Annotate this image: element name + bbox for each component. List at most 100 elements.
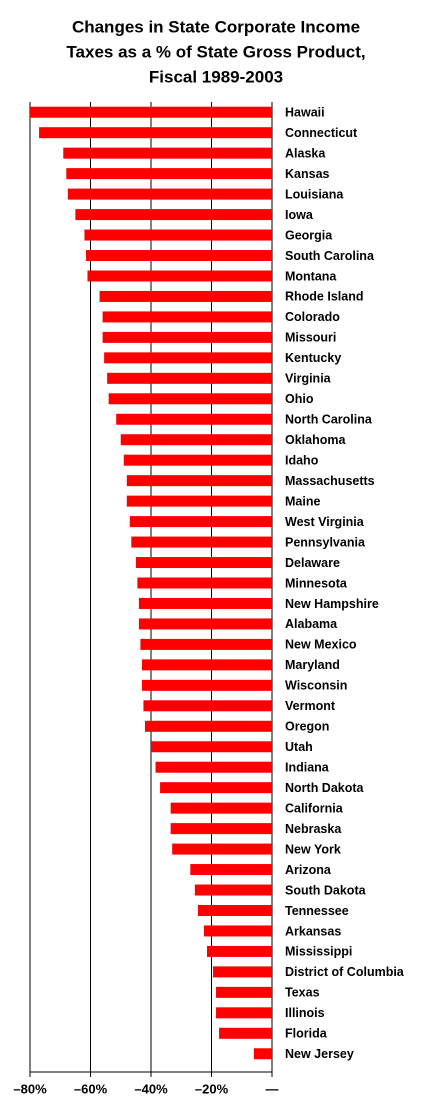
y-tick-label: Maine xyxy=(285,494,320,508)
bar xyxy=(102,311,272,323)
y-tick-label: Georgia xyxy=(285,228,333,242)
y-tick-label: North Carolina xyxy=(285,413,373,427)
y-tick-label: Ohio xyxy=(285,392,314,406)
y-tick-label: Minnesota xyxy=(285,576,348,590)
y-tick-label: West Virginia xyxy=(285,515,365,529)
bar xyxy=(170,802,272,814)
y-tick-label: Connecticut xyxy=(285,126,358,140)
bar xyxy=(126,475,272,487)
bar xyxy=(141,659,272,671)
bar xyxy=(213,966,272,978)
y-tick-label: District of Columbia xyxy=(285,965,405,979)
y-tick-label: Wisconsin xyxy=(285,679,347,693)
bar xyxy=(135,557,272,569)
chart-title: Changes in State Corporate Income xyxy=(72,17,360,36)
bar xyxy=(30,106,272,118)
y-tick-label: Iowa xyxy=(285,208,314,222)
bar xyxy=(63,147,273,159)
y-tick-label: Louisiana xyxy=(285,187,344,201)
bar xyxy=(194,884,272,896)
bar xyxy=(253,1048,272,1060)
y-tick-label: Delaware xyxy=(285,556,340,570)
bar xyxy=(108,393,273,405)
bar xyxy=(66,168,272,180)
bar xyxy=(216,986,272,998)
x-tick-label: –80% xyxy=(13,1081,47,1096)
bar xyxy=(67,188,272,200)
y-tick-label: Arizona xyxy=(285,863,332,877)
y-tick-label: Montana xyxy=(285,269,337,283)
x-tick-label: –20% xyxy=(195,1081,229,1096)
x-tick-label: — xyxy=(266,1081,279,1096)
y-tick-label: Massachusetts xyxy=(285,474,375,488)
bar xyxy=(203,925,272,937)
y-tick-label: Texas xyxy=(285,986,320,1000)
bar xyxy=(216,1007,272,1019)
bar xyxy=(143,700,272,712)
bar xyxy=(172,843,272,855)
y-tick-label: Utah xyxy=(285,740,313,754)
bar xyxy=(99,290,272,302)
bar xyxy=(137,577,272,589)
y-tick-label: Missouri xyxy=(285,331,336,345)
y-tick-label: New Mexico xyxy=(285,638,357,652)
bar xyxy=(197,904,272,916)
x-tick-label: –40% xyxy=(134,1081,168,1096)
bar xyxy=(129,516,272,528)
bar xyxy=(155,761,272,773)
y-tick-label: New York xyxy=(285,842,341,856)
bar xyxy=(190,864,272,876)
bar xyxy=(39,127,273,139)
bar xyxy=(131,536,272,548)
y-tick-label: Virginia xyxy=(285,372,332,386)
y-tick-label: Vermont xyxy=(285,699,336,713)
y-tick-label: New Jersey xyxy=(285,1047,354,1061)
y-tick-label: Alaska xyxy=(285,146,326,160)
y-tick-label: Idaho xyxy=(285,453,319,467)
bar xyxy=(160,782,272,794)
bar xyxy=(102,331,272,343)
y-tick-label: Maryland xyxy=(285,658,340,672)
y-tick-label: Hawaii xyxy=(285,106,325,120)
y-tick-label: Tennessee xyxy=(285,904,349,918)
bar xyxy=(206,945,272,957)
y-tick-label: Kansas xyxy=(285,167,330,181)
chart-title: Taxes as a % of State Gross Product, xyxy=(66,42,365,61)
chart-title: Fiscal 1989-2003 xyxy=(149,67,283,86)
y-tick-label: Colorado xyxy=(285,310,340,324)
bar xyxy=(140,638,272,650)
bar xyxy=(219,1027,272,1039)
bar xyxy=(116,413,273,425)
bar xyxy=(85,250,273,262)
bar xyxy=(144,720,272,732)
bar xyxy=(75,209,272,221)
y-tick-label: Arkansas xyxy=(285,924,341,938)
y-tick-label: Rhode Island xyxy=(285,290,363,304)
bar xyxy=(141,679,272,691)
y-tick-label: Oklahoma xyxy=(285,433,346,447)
bar xyxy=(138,618,272,630)
y-tick-label: South Carolina xyxy=(285,249,375,263)
bar xyxy=(104,352,272,364)
x-tick-label: –60% xyxy=(74,1081,108,1096)
y-tick-label: South Dakota xyxy=(285,883,367,897)
y-tick-label: Florida xyxy=(285,1027,328,1041)
bar xyxy=(84,229,272,241)
bar xyxy=(151,741,272,753)
bar xyxy=(138,597,272,609)
y-tick-label: Kentucky xyxy=(285,351,341,365)
y-tick-label: Illinois xyxy=(285,1006,325,1020)
y-tick-label: New Hampshire xyxy=(285,597,379,611)
bar xyxy=(107,372,272,384)
y-tick-label: Oregon xyxy=(285,720,329,734)
bar xyxy=(87,270,272,282)
bar xyxy=(126,495,272,507)
y-tick-label: Alabama xyxy=(285,617,338,631)
bar xyxy=(123,454,273,466)
bar xyxy=(120,434,272,446)
y-tick-label: Indiana xyxy=(285,761,330,775)
y-tick-label: California xyxy=(285,801,344,815)
y-tick-label: Pennsylvania xyxy=(285,535,366,549)
y-tick-label: Nebraska xyxy=(285,822,342,836)
